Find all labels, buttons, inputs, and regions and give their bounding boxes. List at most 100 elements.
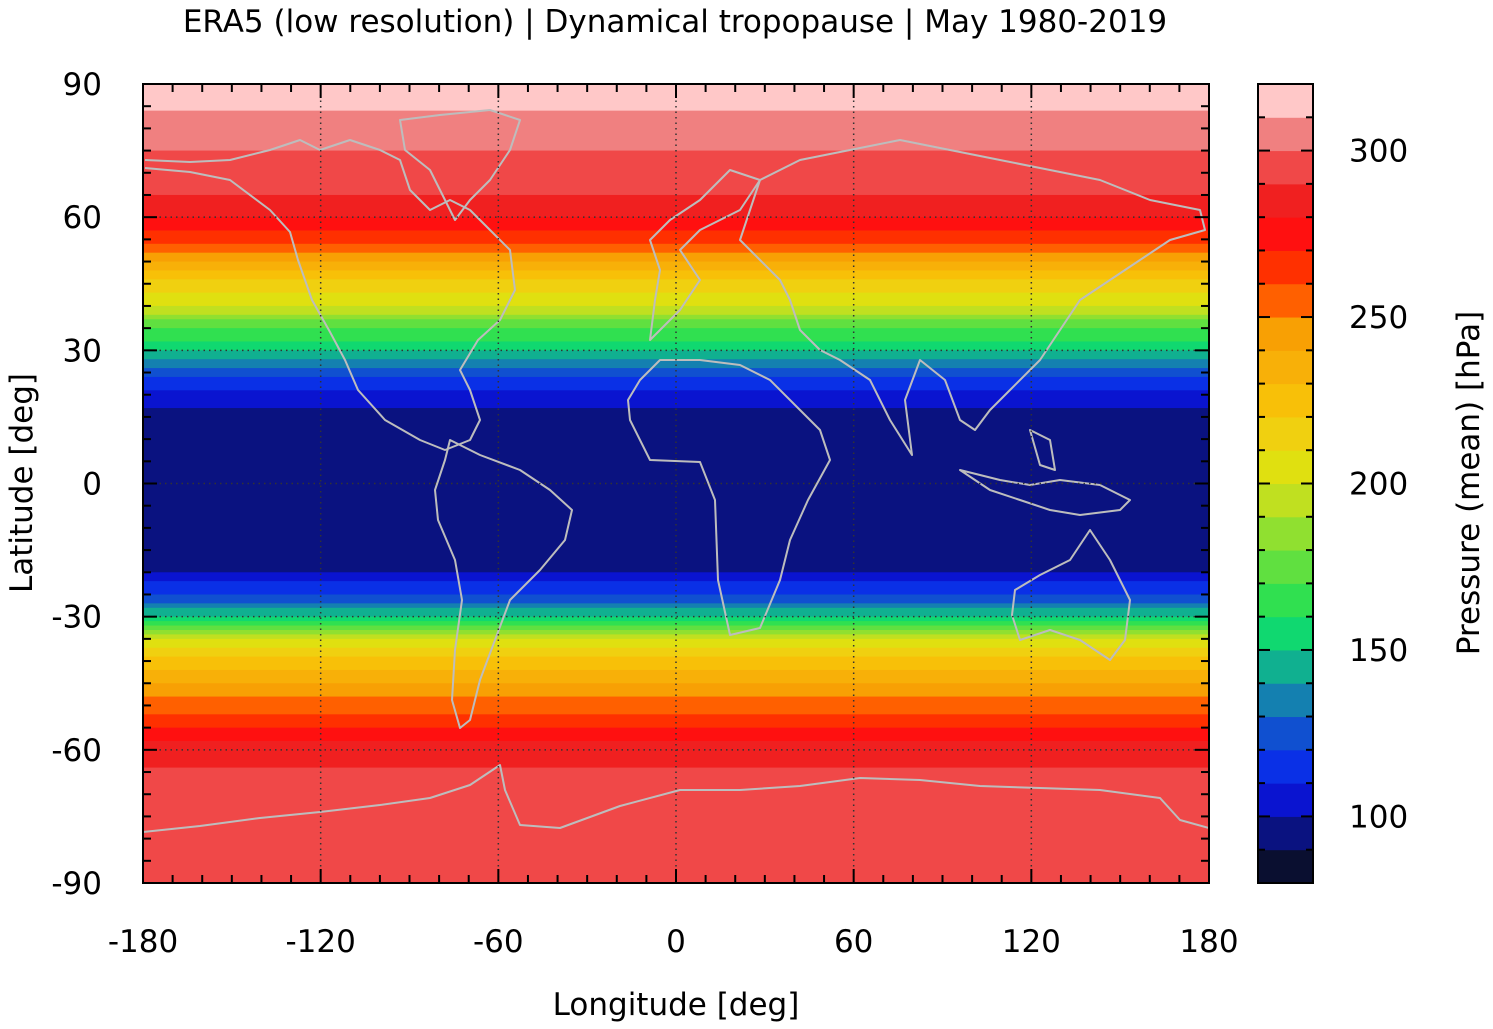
colorbar-swatch xyxy=(1258,849,1313,884)
pressure-band xyxy=(143,487,1209,493)
pressure-band xyxy=(143,337,1209,343)
pressure-band xyxy=(143,496,1209,502)
colorbar-swatch xyxy=(1258,816,1313,851)
colorbar-tick-label: 300 xyxy=(1349,134,1408,170)
pressure-band xyxy=(143,638,1209,644)
pressure-band xyxy=(143,727,1209,733)
chart-title: ERA5 (low resolution) | Dynamical tropop… xyxy=(183,4,1167,40)
pressure-band xyxy=(143,150,1209,156)
y-axis-label: Latitude [deg] xyxy=(4,373,40,593)
y-tick-label: 0 xyxy=(82,467,102,503)
y-tick-label: 30 xyxy=(63,333,102,369)
pressure-band xyxy=(143,394,1209,400)
pressure-band xyxy=(143,474,1209,480)
pressure-band xyxy=(143,172,1209,178)
colorbar-tick-label: 200 xyxy=(1349,467,1408,503)
colorbar-swatch xyxy=(1258,350,1313,385)
colorbar-tick-label: 100 xyxy=(1349,799,1408,835)
pressure-band xyxy=(143,696,1209,702)
colorbar-ticks xyxy=(1258,83,1313,884)
pressure-band xyxy=(143,265,1209,272)
pressure-band xyxy=(143,421,1209,427)
colorbar-label: Pressure (mean) [hPa] xyxy=(1451,311,1487,655)
pressure-band xyxy=(143,625,1209,631)
pressure-band xyxy=(143,332,1209,338)
axis-ticks xyxy=(142,83,1210,884)
pressure-band xyxy=(143,101,1209,107)
pressure-band xyxy=(143,106,1209,112)
pressure-band xyxy=(143,305,1209,311)
colorbar-swatch xyxy=(1258,683,1313,718)
pressure-band xyxy=(143,123,1209,129)
pressure-band xyxy=(143,443,1209,449)
pressure-band xyxy=(143,563,1209,569)
pressure-band xyxy=(143,590,1209,596)
pressure-band xyxy=(143,363,1209,369)
pressure-band xyxy=(143,399,1209,405)
pressure-band xyxy=(143,470,1209,476)
x-tick-label: 180 xyxy=(1179,924,1238,960)
pressure-band xyxy=(143,816,1209,822)
pressure-band xyxy=(143,838,1209,844)
pressure-band xyxy=(143,514,1209,520)
colorbar-swatch xyxy=(1258,749,1313,784)
x-axis-label: Longitude [deg] xyxy=(553,987,800,1023)
coastline-south-america xyxy=(434,439,573,729)
pressure-band xyxy=(143,536,1209,542)
pressure-band xyxy=(143,359,1209,365)
y-tick-label: 60 xyxy=(63,200,102,236)
colorbar-swatch xyxy=(1258,649,1313,684)
coastline-north-america xyxy=(144,139,516,451)
pressure-band xyxy=(143,292,1209,298)
pressure-band xyxy=(143,740,1209,746)
pressure-band xyxy=(143,199,1209,205)
colorbar-swatch xyxy=(1258,783,1313,817)
pressure-band xyxy=(143,155,1209,161)
pressure-band xyxy=(143,110,1209,116)
pressure-band xyxy=(143,146,1209,152)
x-tick-label: -60 xyxy=(473,924,524,960)
pressure-band xyxy=(143,288,1209,294)
pressure-band xyxy=(143,763,1209,769)
pressure-band xyxy=(143,452,1209,458)
pressure-band xyxy=(143,612,1209,618)
colorbar-swatch xyxy=(1258,84,1313,118)
grid-lines xyxy=(143,84,1209,883)
colorbar-swatch xyxy=(1258,583,1313,618)
pressure-band xyxy=(143,523,1209,529)
coastlines xyxy=(143,109,1209,833)
pressure-band xyxy=(143,194,1209,201)
pressure-band xyxy=(143,585,1209,591)
colorbar-swatch xyxy=(1258,117,1313,152)
pressure-band xyxy=(143,221,1209,227)
colorbar-swatch xyxy=(1258,217,1313,251)
pressure-band xyxy=(143,607,1209,613)
pressure-band xyxy=(143,248,1209,254)
pressure-band xyxy=(143,541,1209,547)
colorbar-swatch xyxy=(1258,483,1313,518)
pressure-band xyxy=(143,789,1209,795)
pressure-band xyxy=(143,279,1209,285)
pressure-band xyxy=(143,745,1209,751)
colorbar-swatch xyxy=(1258,516,1313,551)
pressure-band xyxy=(143,661,1209,667)
pressure-band xyxy=(143,97,1209,103)
pressure-band xyxy=(143,674,1209,680)
pressure-band xyxy=(143,772,1209,778)
pressure-band xyxy=(143,558,1209,564)
pressure-band xyxy=(143,328,1209,334)
pressure-band xyxy=(143,168,1209,174)
pressure-band xyxy=(143,820,1209,826)
pressure-band xyxy=(143,403,1209,409)
pressure-band xyxy=(143,754,1209,760)
pressure-band xyxy=(143,847,1209,853)
coastline-australia xyxy=(1011,529,1131,661)
pressure-band xyxy=(143,239,1209,245)
pressure-band xyxy=(143,701,1209,707)
pressure-band xyxy=(143,447,1209,454)
colorbar-swatch xyxy=(1258,550,1313,584)
pressure-band xyxy=(143,616,1209,622)
coastline-asia xyxy=(739,139,1206,456)
pressure-band xyxy=(143,425,1209,431)
pressure-band xyxy=(143,567,1209,573)
